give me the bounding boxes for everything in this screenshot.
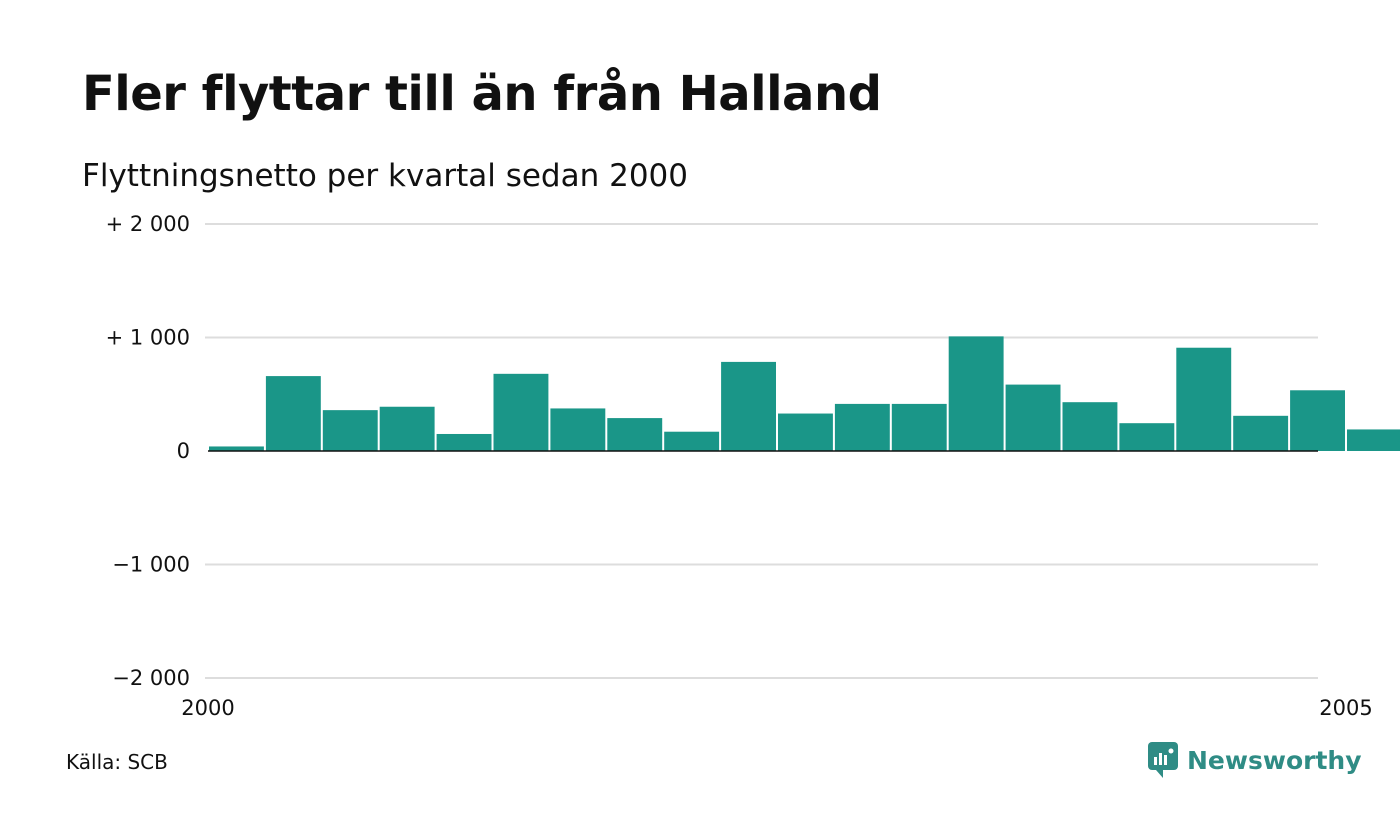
brand-name: Newsworthy xyxy=(1187,745,1362,775)
bar xyxy=(948,336,1004,451)
bar xyxy=(1119,423,1175,451)
bar xyxy=(721,361,776,451)
y-tick-label: 0 xyxy=(177,439,190,463)
y-axis-labels: + 2 000 + 1 000 0 −1 000 −2 000 xyxy=(106,212,190,690)
y-tick-label: + 1 000 xyxy=(106,326,190,350)
bar xyxy=(550,408,606,451)
bar xyxy=(1005,384,1061,451)
x-tick-label: 2005 xyxy=(1319,696,1372,720)
source-note: Källa: SCB xyxy=(66,750,168,774)
bar xyxy=(607,418,663,451)
bar xyxy=(1290,390,1345,451)
bars xyxy=(209,336,1400,451)
bar xyxy=(436,433,492,451)
bar xyxy=(664,431,720,451)
y-tick-label: −2 000 xyxy=(112,666,190,690)
y-tick-label: + 2 000 xyxy=(106,212,190,236)
brand-logo: Newsworthy xyxy=(1148,742,1362,778)
bar xyxy=(379,406,435,451)
bar xyxy=(209,446,264,451)
gridlines xyxy=(205,223,1318,679)
bar xyxy=(1347,429,1400,451)
bar xyxy=(1233,415,1289,451)
bar xyxy=(265,376,321,451)
bar xyxy=(1176,347,1232,451)
chart-subtitle: Flyttningsnetto per kvartal sedan 2000 xyxy=(82,158,688,194)
x-tick-label: 2000 xyxy=(181,696,234,720)
chart-title: Fler flyttar till än från Halland xyxy=(82,66,882,122)
x-axis-labels: 20002005201020152020 xyxy=(181,696,1372,720)
newsworthy-logo-icon xyxy=(1148,742,1178,778)
bar xyxy=(322,410,378,451)
bar xyxy=(834,403,890,451)
bar xyxy=(1062,402,1118,451)
bar xyxy=(778,413,833,451)
y-tick-label: −1 000 xyxy=(112,553,190,577)
bar xyxy=(493,373,549,451)
bar xyxy=(891,403,947,451)
